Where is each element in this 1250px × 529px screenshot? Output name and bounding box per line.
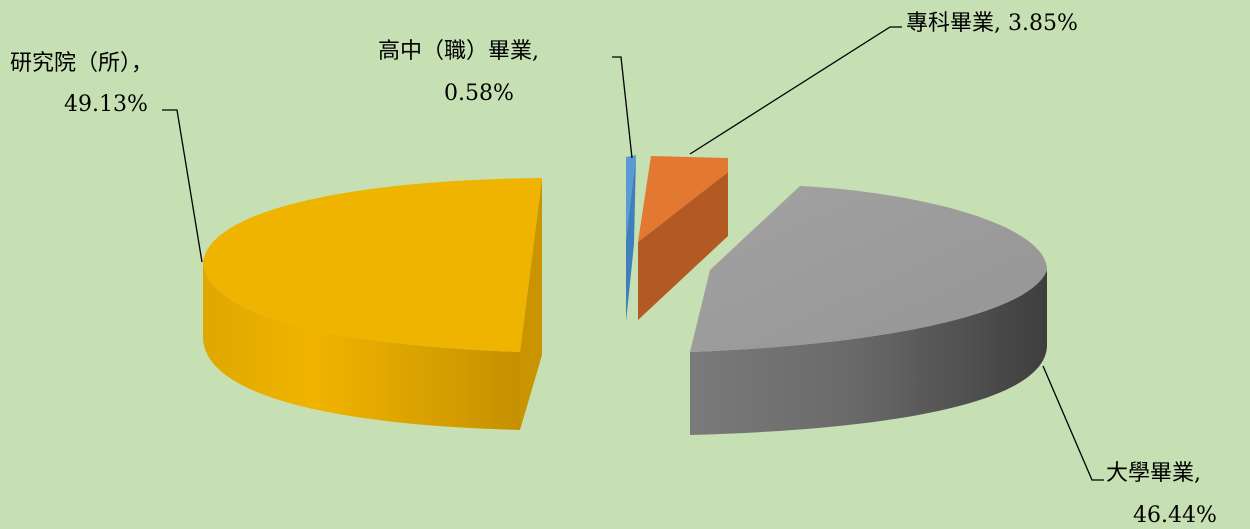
label-high-school: 高中（職）畢業, 0.58% xyxy=(378,39,546,106)
slice-high-school xyxy=(626,155,636,322)
slice-university xyxy=(690,186,1047,435)
slice-junior-college xyxy=(638,156,728,320)
leader-line-junior-college xyxy=(689,26,902,155)
label-university: 大學畢業, 46.44% xyxy=(1106,461,1217,528)
label-junior-college: 專科畢業, 3.85% xyxy=(906,11,1078,36)
leader-line-graduate xyxy=(162,109,203,263)
slice-graduate xyxy=(203,178,542,430)
leader-line-university xyxy=(1042,365,1104,481)
label-graduate: 研究院（所）， 49.13% xyxy=(10,51,160,117)
leader-line-high-school xyxy=(612,56,633,159)
